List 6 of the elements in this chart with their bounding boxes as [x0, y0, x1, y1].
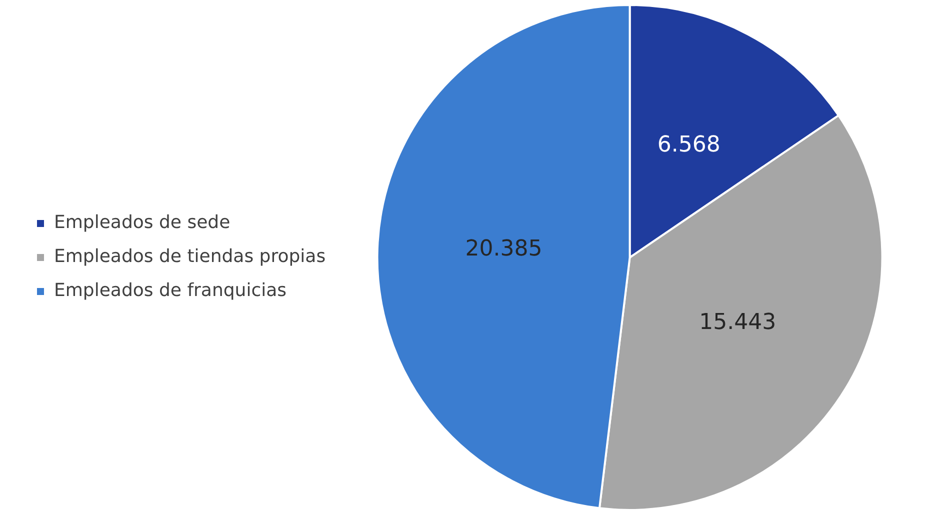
legend-label: Empleados de sede: [54, 212, 230, 234]
data-label: 20.385: [465, 236, 542, 262]
data-label: 15.443: [699, 310, 776, 335]
legend-label: Empleados de franquicias: [54, 280, 287, 302]
data-label: 6.568: [657, 132, 720, 158]
legend-label: Empleados de tiendas propias: [54, 246, 326, 268]
